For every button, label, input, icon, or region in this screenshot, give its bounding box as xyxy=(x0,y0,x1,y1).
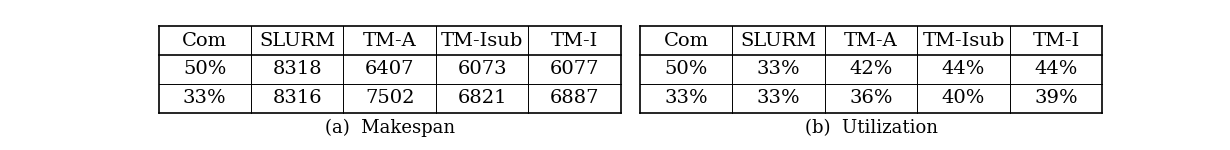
Text: 50%: 50% xyxy=(183,60,226,78)
Text: Com: Com xyxy=(663,32,708,50)
Text: 8318: 8318 xyxy=(272,60,322,78)
Text: 42%: 42% xyxy=(850,60,893,78)
Text: 50%: 50% xyxy=(664,60,707,78)
Text: 8316: 8316 xyxy=(272,89,322,107)
Text: TM-I: TM-I xyxy=(551,32,598,50)
Text: 7502: 7502 xyxy=(365,89,415,107)
Text: 6821: 6821 xyxy=(458,89,507,107)
Text: TM-Isub: TM-Isub xyxy=(922,32,1005,50)
Text: 6887: 6887 xyxy=(550,89,599,107)
Text: 44%: 44% xyxy=(1034,60,1077,78)
Text: (b)  Utilization: (b) Utilization xyxy=(804,119,937,137)
Text: (a)  Makespan: (a) Makespan xyxy=(325,119,455,137)
Text: 44%: 44% xyxy=(942,60,985,78)
Text: 36%: 36% xyxy=(850,89,893,107)
Text: 6077: 6077 xyxy=(550,60,599,78)
Text: TM-Isub: TM-Isub xyxy=(442,32,523,50)
Text: TM-A: TM-A xyxy=(844,32,898,50)
Text: SLURM: SLURM xyxy=(740,32,817,50)
Text: 39%: 39% xyxy=(1034,89,1077,107)
Text: Com: Com xyxy=(182,32,228,50)
Text: 33%: 33% xyxy=(183,89,226,107)
Text: SLURM: SLURM xyxy=(260,32,336,50)
Text: 6073: 6073 xyxy=(458,60,507,78)
Text: 6407: 6407 xyxy=(365,60,415,78)
Text: TM-I: TM-I xyxy=(1032,32,1080,50)
Text: 33%: 33% xyxy=(756,60,801,78)
Text: TM-A: TM-A xyxy=(363,32,417,50)
Text: 33%: 33% xyxy=(756,89,801,107)
Text: 40%: 40% xyxy=(942,89,985,107)
Text: 33%: 33% xyxy=(664,89,708,107)
